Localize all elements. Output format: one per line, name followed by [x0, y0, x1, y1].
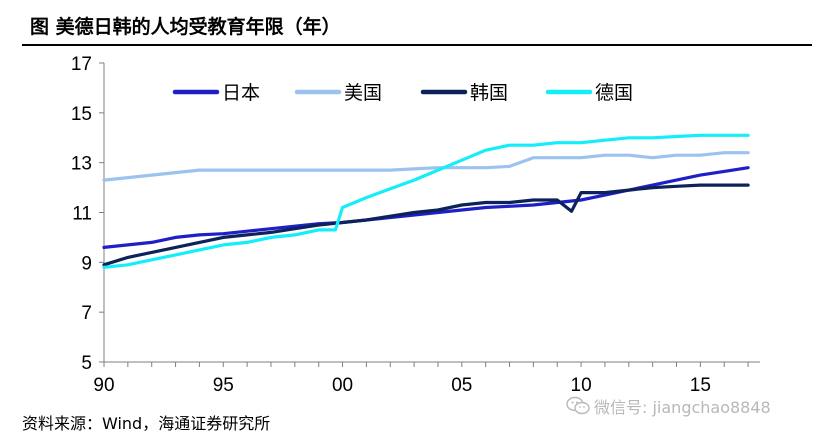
- title-rule: [22, 44, 812, 46]
- series-line: [102, 133, 750, 269]
- x-tick-label: 15: [690, 375, 711, 396]
- x-tick-label: 90: [93, 375, 114, 396]
- watermark-text: 微信号: jiangchao8848: [594, 398, 771, 417]
- x-tick-label: 10: [571, 375, 592, 396]
- chart-header: 图 美德日韩的人均受教育年限（年）: [0, 0, 825, 48]
- series-line: [102, 166, 750, 249]
- x-tick-label: 95: [213, 375, 234, 396]
- wechat-icon: [566, 396, 590, 415]
- legend-label: 日本: [222, 82, 260, 104]
- x-tick-label: 05: [451, 375, 472, 396]
- y-tick-label: 13: [71, 154, 92, 175]
- legend-label: 美国: [344, 82, 382, 104]
- series-line: [102, 183, 750, 267]
- x-tick-label: 00: [332, 375, 353, 396]
- legend-label: 韩国: [470, 82, 508, 104]
- y-tick-label: 15: [71, 104, 92, 125]
- y-tick-label: 17: [71, 54, 92, 75]
- y-tick-label: 7: [81, 303, 92, 324]
- watermark: 微信号: jiangchao8848: [566, 394, 771, 418]
- y-tick-label: 11: [72, 204, 92, 225]
- y-tick-label: 5: [81, 353, 92, 374]
- legend-label: 德国: [595, 82, 633, 104]
- source-note: 资料来源：Wind，海通证券研究所: [22, 414, 271, 433]
- y-tick-label: 9: [81, 253, 92, 274]
- chart-title: 图 美德日韩的人均受教育年限（年）: [30, 16, 341, 38]
- series-line: [102, 151, 750, 182]
